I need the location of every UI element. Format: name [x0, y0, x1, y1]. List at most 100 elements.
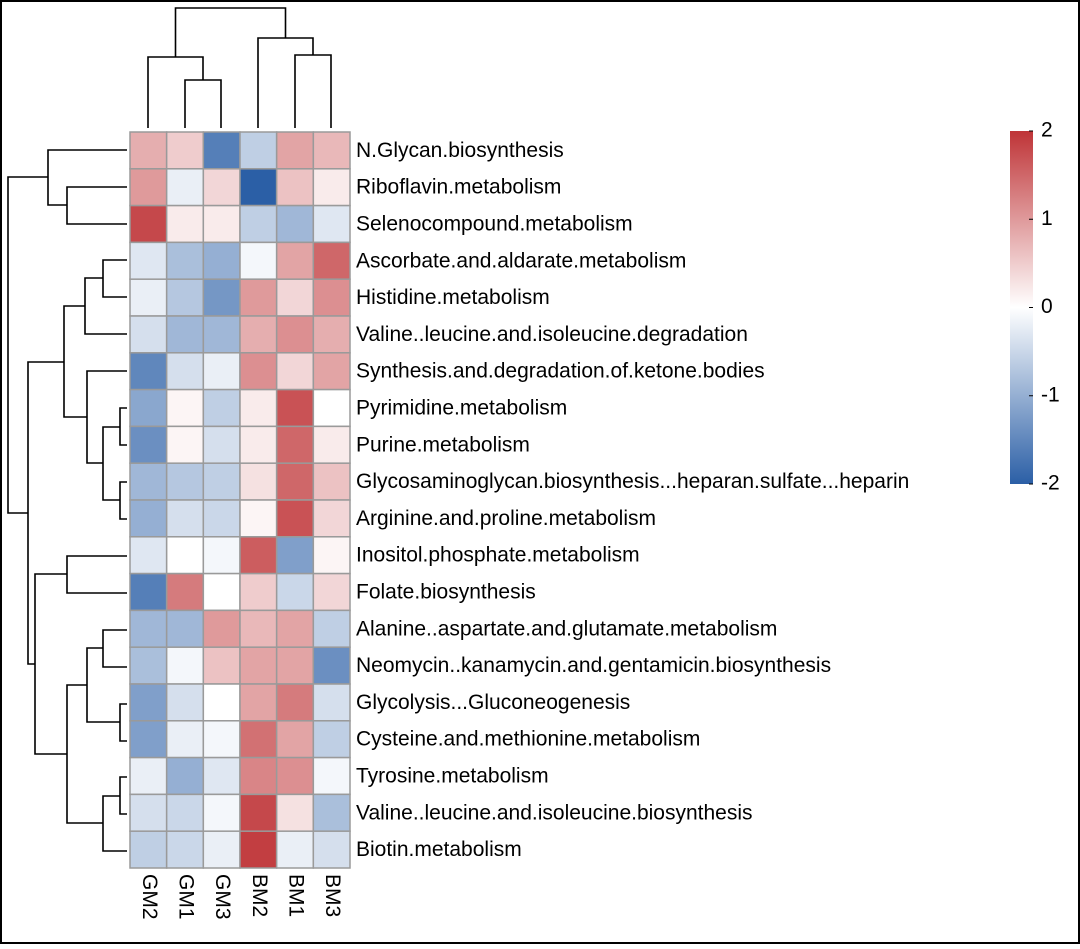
heat-cell: [129, 572, 168, 612]
heat-cell: [312, 241, 351, 280]
heat-cell: [239, 278, 278, 317]
heat-cell: [202, 683, 241, 722]
heat-cell: [312, 536, 351, 575]
heat-cell: [202, 609, 241, 648]
heat-cell: [165, 388, 205, 428]
heat-cell: [312, 572, 351, 612]
heat-cell: [202, 462, 241, 501]
heat-cell: [165, 168, 205, 207]
row-label: Valine..leucine.and.isoleucine.degradati…: [356, 323, 748, 346]
heat-cell: [129, 241, 168, 280]
row-label: Selenocompound.metabolism: [356, 213, 633, 236]
heat-cell: [202, 793, 241, 832]
heat-cell: [275, 278, 315, 317]
heat-cell: [165, 278, 205, 317]
heat-cell: [129, 756, 168, 796]
heat-cell: [275, 388, 315, 428]
heat-cell: [239, 646, 278, 685]
heat-cell: [275, 720, 315, 759]
colorbar-tick-label: 1: [1041, 207, 1053, 230]
heat-cell: [129, 204, 168, 244]
heat-cell: [129, 793, 168, 832]
row-label: N.Glycan.biosynthesis: [356, 139, 564, 162]
row-label: Valine..leucine.and.isoleucine.biosynthe…: [356, 801, 753, 824]
heat-cell: [239, 793, 278, 832]
row-label: Pyrimidine.metabolism: [356, 397, 567, 420]
row-label: Biotin.metabolism: [356, 838, 522, 861]
heat-cell: [275, 168, 315, 207]
heat-cell: [312, 315, 351, 354]
heat-cell: [312, 830, 351, 869]
heat-cell: [202, 278, 241, 317]
heat-cell: [239, 572, 278, 612]
heat-cell: [129, 683, 168, 722]
heat-cell: [312, 793, 351, 832]
heat-cell: [202, 168, 241, 207]
heat-cell: [239, 720, 278, 759]
heat-cell: [239, 609, 278, 648]
heat-cell: [239, 168, 278, 207]
heat-cell: [129, 352, 168, 391]
heat-cell: [129, 315, 168, 354]
heat-cell: [275, 572, 315, 612]
heat-cell: [275, 683, 315, 722]
row-label: Purine.metabolism: [356, 433, 530, 456]
heat-cell: [275, 609, 315, 648]
heat-cell: [202, 315, 241, 354]
heat-cell: [129, 830, 168, 869]
heat-cell: [165, 425, 205, 464]
row-label: Riboflavin.metabolism: [356, 176, 561, 199]
heat-cell: [129, 462, 168, 501]
heat-cell: [202, 572, 241, 612]
heat-cell: [312, 756, 351, 796]
row-label: Tyrosine.metabolism: [356, 765, 549, 788]
heat-cell: [129, 168, 168, 207]
column-label: GM2: [138, 874, 161, 920]
heat-cell: [165, 646, 205, 685]
heat-cell: [275, 204, 315, 244]
heat-cell: [202, 204, 241, 244]
heat-cell: [202, 646, 241, 685]
row-label: Arginine.and.proline.metabolism: [356, 507, 656, 530]
heat-cell: [165, 131, 205, 170]
column-label: BM1: [284, 874, 307, 917]
heat-cell: [202, 388, 241, 428]
heat-cell: [129, 499, 168, 538]
colorbar-tick-label: 0: [1041, 295, 1053, 318]
row-label: Inositol.phosphate.metabolism: [356, 544, 640, 567]
heat-cell: [239, 131, 278, 170]
heat-cell: [165, 720, 205, 759]
column-label: BM3: [321, 874, 344, 917]
heat-cell: [202, 241, 241, 280]
column-label: GM1: [174, 874, 197, 920]
heat-cell: [275, 536, 315, 575]
heat-cell: [275, 241, 315, 280]
heat-cell: [239, 241, 278, 280]
heat-cell: [275, 425, 315, 464]
heat-cell: [312, 683, 351, 722]
heat-cell: [312, 131, 351, 170]
heat-cell: [312, 425, 351, 464]
heat-cell: [239, 536, 278, 575]
heat-cell: [275, 646, 315, 685]
heat-cell: [165, 683, 205, 722]
heat-cell: [312, 388, 351, 428]
row-label: Ascorbate.and.aldarate.metabolism: [356, 249, 686, 272]
heat-cell: [239, 462, 278, 501]
heat-cell: [312, 168, 351, 207]
heat-cell: [165, 572, 205, 612]
colorbar-tick-label: -1: [1041, 383, 1060, 406]
row-label: Synthesis.and.degradation.of.ketone.bodi…: [356, 360, 765, 383]
heat-cell: [312, 462, 351, 501]
heat-cell: [312, 609, 351, 648]
heat-cell: [129, 388, 168, 428]
heat-cell: [165, 462, 205, 501]
heat-cell: [202, 352, 241, 391]
heat-cell: [312, 278, 351, 317]
column-dendrogram: [147, 7, 332, 128]
heat-cell: [165, 204, 205, 244]
heat-cell: [312, 646, 351, 685]
colorbar: [1010, 131, 1033, 484]
heat-cell: [165, 793, 205, 832]
heat-cell: [239, 388, 278, 428]
